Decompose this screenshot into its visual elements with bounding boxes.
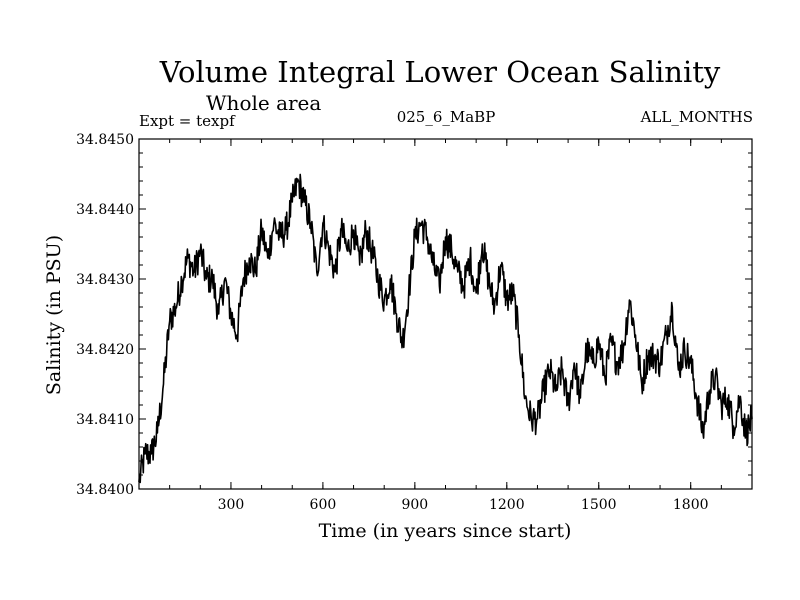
y-tick-label: 34.8410	[76, 412, 134, 428]
salinity-series-line	[138, 173, 753, 484]
period-label: ALL_MONTHS	[640, 108, 753, 126]
x-tick-label: 1800	[673, 497, 709, 513]
chart-subtitle: Whole area	[206, 91, 321, 115]
x-axis-tick-labels: 300 600 900 1200 1500 1800	[218, 497, 709, 513]
run-label: 025_6_MaBP	[397, 108, 496, 126]
y-tick-label: 34.8450	[76, 132, 134, 148]
x-tick-label: 300	[218, 497, 245, 513]
y-tick-label: 34.8420	[76, 342, 134, 358]
y-tick-label: 34.8400	[76, 482, 134, 498]
x-tick-label: 900	[401, 497, 428, 513]
x-tick-label: 1200	[489, 497, 525, 513]
x-tick-label: 1500	[581, 497, 617, 513]
y-axis-label: Salinity (in PSU)	[43, 235, 65, 395]
x-tick-label: 600	[310, 497, 337, 513]
x-axis-label: Time (in years since start)	[319, 520, 572, 542]
y-tick-label: 34.8440	[76, 202, 134, 218]
y-axis-tick-labels: 34.8400 34.8410 34.8420 34.8430 34.8440 34.84…	[76, 132, 134, 498]
y-tick-label: 34.8430	[76, 272, 134, 288]
experiment-label: Expt = texpf	[139, 112, 236, 130]
plot-frame	[138, 138, 753, 490]
chart-title: Volume Integral Lower Ocean Salinity	[159, 55, 721, 89]
